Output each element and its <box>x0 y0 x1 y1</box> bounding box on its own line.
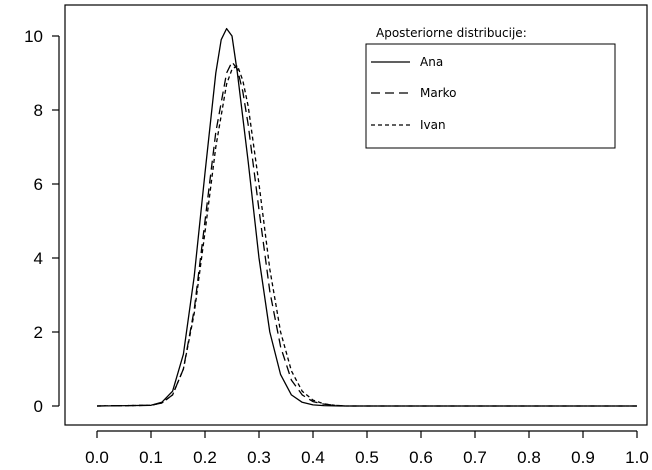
y-tick-label: 6 <box>34 175 43 194</box>
x-tick-label: 0.6 <box>409 448 433 467</box>
series-line-ana <box>96 27 637 407</box>
x-axis: 0.0 0.1 0.2 0.3 0.4 0.5 0.6 0.7 0.8 0.9 1.0 <box>85 430 649 467</box>
series-layer <box>96 27 637 407</box>
plot-frame <box>64 4 648 426</box>
x-tick-label: 0.0 <box>85 448 109 467</box>
legend-entries: Ana Marko Ivan <box>371 55 457 132</box>
legend: Aposteriorne distribucije: Ana Marko Ivan <box>365 26 616 149</box>
legend-label-ivan: Ivan <box>420 118 446 132</box>
y-tick-label: 10 <box>24 27 43 46</box>
x-tick-label: 0.3 <box>247 448 271 467</box>
x-tick-label: 0.8 <box>517 448 541 467</box>
x-tick-label: 0.7 <box>463 448 487 467</box>
y-axis: 0 2 4 6 8 10 <box>24 27 60 416</box>
x-tick-label: 0.5 <box>355 448 379 467</box>
legend-box <box>365 43 616 149</box>
legend-label-marko: Marko <box>420 86 457 100</box>
y-tick-label: 8 <box>34 101 43 120</box>
legend-title: Aposteriorne distribucije: <box>376 26 527 40</box>
y-tick-label: 2 <box>34 323 43 342</box>
x-tick-label: 0.2 <box>193 448 217 467</box>
series-line-marko <box>96 61 637 407</box>
legend-label-ana: Ana <box>420 55 443 69</box>
x-tick-label: 1.0 <box>625 448 649 467</box>
y-tick-label: 4 <box>34 249 43 268</box>
x-tick-label: 0.9 <box>571 448 595 467</box>
y-tick-label: 0 <box>34 397 43 416</box>
x-tick-label: 0.4 <box>301 448 325 467</box>
x-tick-label: 0.1 <box>139 448 163 467</box>
